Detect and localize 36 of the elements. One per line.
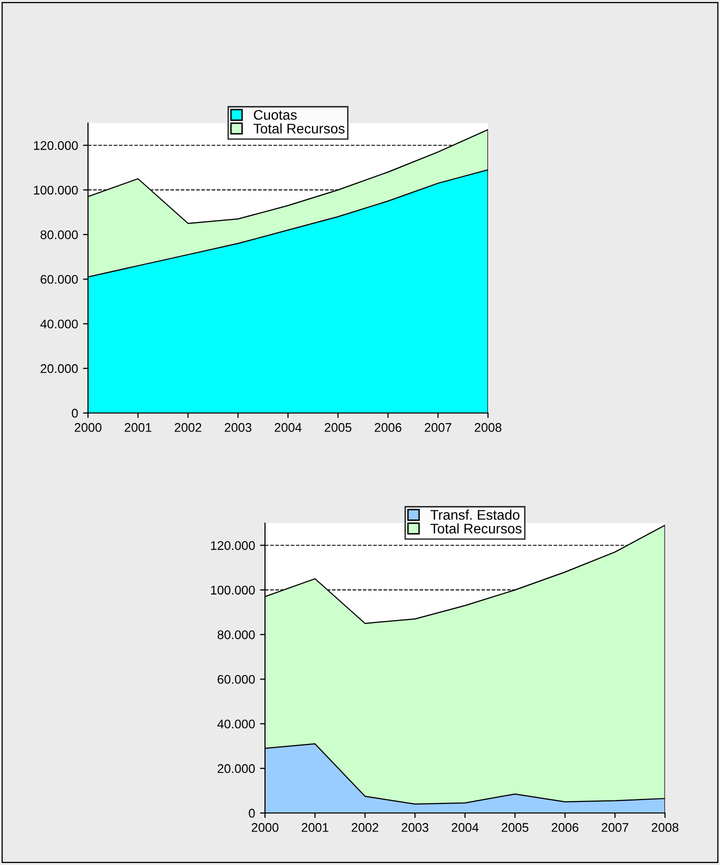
y-tick-label: 60.000 <box>218 674 255 684</box>
x-tick-label: 2007 <box>424 423 452 432</box>
y-tick-label: 40.000 <box>217 720 255 728</box>
legend-label: Total Recursos <box>430 523 522 534</box>
y-tick-label: 100.000 <box>34 186 78 195</box>
x-tick-label: 2000 <box>74 423 102 432</box>
x-tick-label: 2008 <box>652 823 678 832</box>
y-tick-label: 20.000 <box>40 364 78 374</box>
y-tick-label: 80.000 <box>40 230 78 240</box>
x-tick-label: 2003 <box>402 823 428 832</box>
legend-label: Cuotas <box>254 110 297 120</box>
legend-label: Total Recursos <box>254 123 345 134</box>
x-tick-label: 2007 <box>602 823 628 832</box>
y-tick-label: 120.000 <box>211 541 255 550</box>
x-tick-label: 2000 <box>252 823 278 832</box>
y-tick-label: 0 <box>72 408 78 418</box>
x-tick-label: 2003 <box>224 423 252 432</box>
x-tick-label: 2006 <box>374 423 402 432</box>
x-tick-label: 2004 <box>274 423 302 432</box>
y-tick-label: 0 <box>248 808 255 818</box>
x-tick-label: 2002 <box>352 823 378 832</box>
y-tick-label: 40.000 <box>40 320 78 328</box>
y-tick-label: 100.000 <box>211 586 255 595</box>
x-tick-label: 2001 <box>302 823 328 832</box>
x-tick-label: 2006 <box>552 823 578 832</box>
x-tick-label: 2008 <box>474 423 502 432</box>
y-tick-label: 60.000 <box>40 274 78 284</box>
x-tick-label: 2002 <box>174 423 202 432</box>
x-tick-label: 2005 <box>324 423 352 432</box>
y-tick-label: 20.000 <box>218 764 255 774</box>
y-tick-label: 120.000 <box>34 141 78 150</box>
x-tick-label: 2005 <box>502 823 528 832</box>
legend-label: Transf. Estado <box>430 510 520 520</box>
x-tick-label: 2001 <box>124 423 152 432</box>
y-tick-label: 80.000 <box>218 630 255 640</box>
x-tick-label: 2004 <box>452 823 479 832</box>
